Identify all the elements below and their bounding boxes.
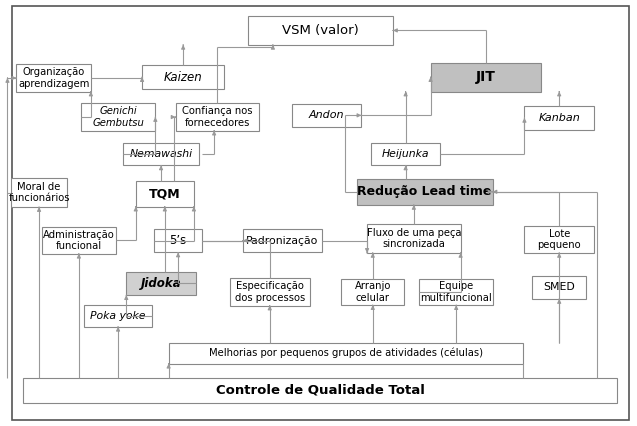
Text: Confiança nos
fornecedores: Confiança nos fornecedores (182, 106, 252, 128)
Text: Jidoka: Jidoka (141, 277, 182, 290)
FancyBboxPatch shape (524, 226, 594, 253)
Text: Genichi
Gembutsu: Genichi Gembutsu (92, 106, 144, 128)
FancyBboxPatch shape (84, 305, 152, 327)
Text: Fluxo de uma peça
sincronizada: Fluxo de uma peça sincronizada (366, 228, 461, 249)
FancyBboxPatch shape (419, 279, 494, 305)
Text: Equipe
multifuncional: Equipe multifuncional (420, 282, 492, 302)
Text: Administração
funcional: Administração funcional (43, 230, 115, 251)
Text: Arranjo
celular: Arranjo celular (355, 282, 391, 302)
FancyBboxPatch shape (169, 343, 522, 364)
FancyBboxPatch shape (367, 224, 461, 253)
Text: Poka yoke: Poka yoke (90, 311, 146, 321)
Text: Lote
pequeno: Lote pequeno (538, 229, 581, 250)
Text: Kanban: Kanban (538, 113, 580, 123)
FancyBboxPatch shape (41, 227, 116, 254)
FancyBboxPatch shape (357, 178, 492, 205)
FancyBboxPatch shape (142, 65, 224, 89)
Text: Heijunka: Heijunka (382, 150, 429, 159)
Text: Melhorias por pequenos grupos de atividades (células): Melhorias por pequenos grupos de ativida… (208, 348, 483, 358)
FancyBboxPatch shape (17, 64, 91, 92)
FancyBboxPatch shape (81, 104, 155, 131)
Text: Especificação
dos processos: Especificação dos processos (234, 282, 305, 302)
Text: Kaizen: Kaizen (164, 71, 203, 83)
FancyBboxPatch shape (371, 144, 440, 165)
Text: Organização
aprendizagem: Organização aprendizagem (18, 67, 89, 89)
FancyBboxPatch shape (126, 272, 196, 295)
Text: SMED: SMED (543, 282, 575, 292)
Text: Andon: Andon (309, 110, 345, 120)
FancyBboxPatch shape (524, 106, 594, 130)
FancyBboxPatch shape (341, 279, 404, 305)
Text: Redução Lead time: Redução Lead time (357, 185, 492, 198)
FancyBboxPatch shape (123, 144, 199, 165)
FancyBboxPatch shape (154, 229, 202, 253)
FancyBboxPatch shape (11, 178, 68, 207)
Text: TQM: TQM (149, 187, 181, 200)
FancyBboxPatch shape (12, 6, 629, 420)
Text: Nemawashi: Nemawashi (129, 150, 192, 159)
FancyBboxPatch shape (176, 104, 259, 131)
Text: JIT: JIT (476, 70, 496, 84)
FancyBboxPatch shape (230, 278, 310, 305)
Text: Moral de
funcionários: Moral de funcionários (8, 182, 70, 203)
FancyBboxPatch shape (292, 104, 361, 127)
Text: VSM (valor): VSM (valor) (282, 24, 359, 37)
Text: 5’s: 5’s (169, 234, 187, 247)
FancyBboxPatch shape (248, 16, 393, 45)
FancyBboxPatch shape (136, 181, 194, 207)
Text: Controle de Qualidade Total: Controle de Qualidade Total (216, 384, 425, 397)
Text: Padronização: Padronização (246, 236, 318, 246)
FancyBboxPatch shape (243, 229, 322, 253)
FancyBboxPatch shape (431, 63, 541, 92)
FancyBboxPatch shape (24, 378, 617, 403)
FancyBboxPatch shape (533, 276, 586, 299)
